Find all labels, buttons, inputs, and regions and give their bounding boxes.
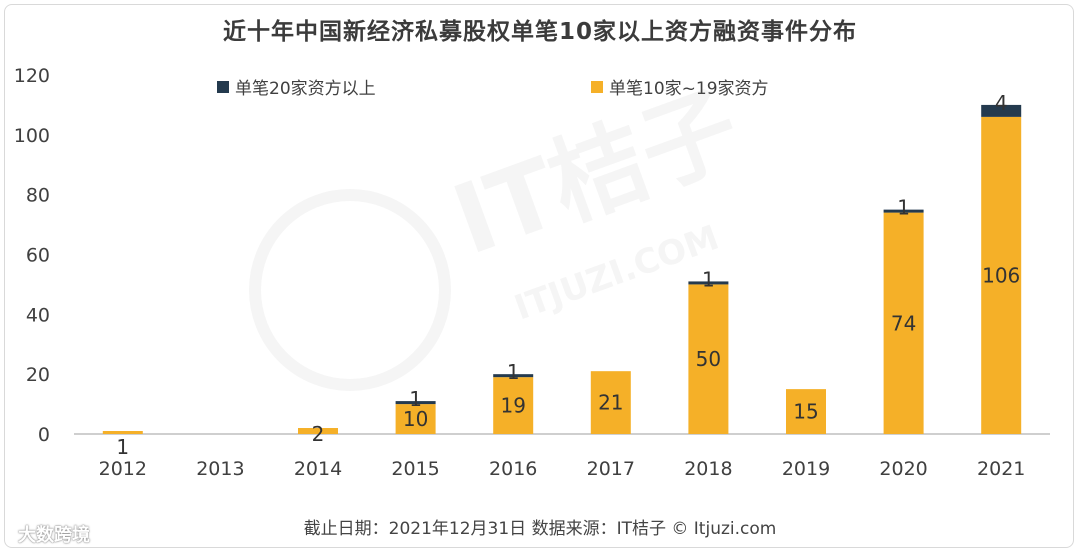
watermark-brand: 大数跨境 [18, 525, 90, 546]
data-label-above-20: 4 [995, 91, 1008, 115]
bar-10-19 [493, 377, 534, 434]
legend-label-10-19: 单笔10家~19家资方 [609, 79, 769, 99]
bar-10-19 [395, 404, 436, 434]
chart-title: 近十年中国新经济私募股权单笔10家以上资方融资事件分布 [222, 19, 857, 45]
legend-item-above-20: 单笔20家资方以上 [217, 74, 376, 99]
bar-above-20 [883, 209, 924, 213]
data-label-10-19: 2 [312, 422, 325, 446]
x-tick-label: 2014 [294, 458, 342, 480]
bar-above-20 [395, 401, 436, 405]
data-label-10-19: 1 [116, 435, 129, 459]
chart-frame [4, 4, 1074, 548]
bar-10-19 [688, 284, 729, 434]
data-label-above-20: 1 [702, 267, 715, 291]
bar-above-20 [981, 104, 1022, 117]
bar-10-19 [590, 371, 631, 434]
bar-10-19 [298, 428, 338, 434]
data-label-above-20: 1 [897, 196, 910, 220]
bar-10-19 [102, 431, 143, 434]
data-label-10-19: 15 [793, 400, 818, 424]
legend-swatch-10-19 [591, 80, 603, 93]
legend-swatch-above-20 [217, 80, 229, 93]
legend-item-10-19: 单笔10家~19家资方 [591, 74, 769, 99]
x-tick-label: 2016 [489, 458, 537, 480]
x-tick-label: 2018 [684, 458, 732, 480]
x-tick-label: 2021 [977, 458, 1025, 480]
x-tick-label: 2013 [196, 458, 244, 480]
data-label-10-19: 106 [982, 263, 1020, 287]
y-tick-label: 0 [38, 424, 50, 446]
x-tick-label: 2012 [99, 458, 147, 480]
data-label-above-20: 1 [409, 387, 422, 411]
bar-10-19 [883, 212, 924, 434]
x-tick-label: 2015 [391, 458, 439, 480]
watermark: IT桔子 ITJUZI.COM [249, 71, 753, 391]
source-note: 截止日期：2021年12月31日 数据来源：IT桔子 © Itjuzi.com [303, 519, 777, 539]
y-tick-label: 40 [26, 304, 50, 326]
data-label-10-19: 21 [598, 391, 623, 415]
x-tick-label: 2017 [587, 458, 635, 480]
y-tick-label: 80 [26, 185, 50, 207]
watermark-logo-icon [249, 189, 451, 391]
data-label-10-19: 19 [500, 394, 525, 418]
y-tick-label: 20 [26, 364, 50, 386]
legend-label-above-20: 单笔20家资方以上 [235, 79, 376, 99]
y-tick-label: 100 [14, 125, 50, 147]
bar-above-20 [493, 374, 534, 378]
data-label-10-19: 74 [891, 311, 916, 335]
x-tick-label: 2020 [879, 458, 927, 480]
y-tick-label: 120 [14, 65, 50, 87]
x-tick-label: 2019 [782, 458, 830, 480]
data-label-10-19: 50 [696, 347, 721, 371]
bar-10-19 [786, 389, 826, 434]
data-label-10-19: 10 [403, 407, 428, 431]
bar-10-19 [981, 116, 1022, 434]
bar-above-20 [688, 281, 729, 285]
y-tick-label: 60 [26, 245, 50, 267]
data-label-above-20: 1 [507, 360, 520, 384]
